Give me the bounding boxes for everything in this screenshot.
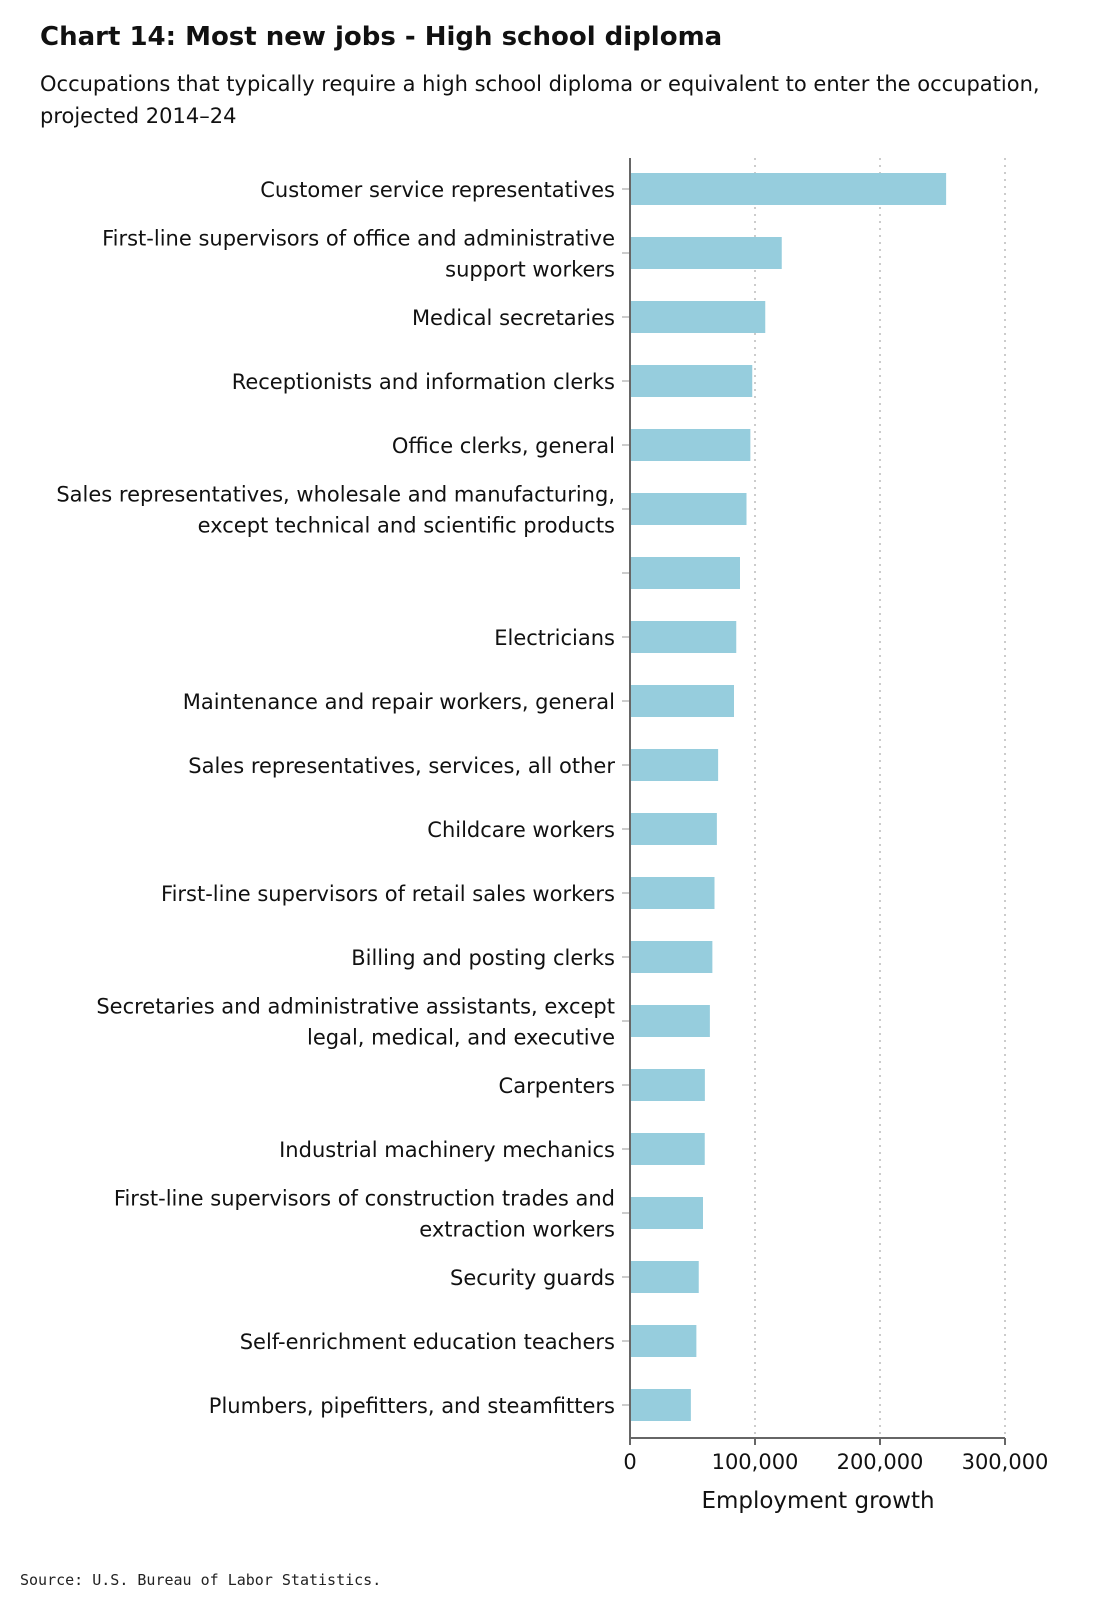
bar [630,1005,710,1037]
axes-group [622,158,1006,1445]
chart-subtitle: Occupations that typically require a hig… [40,72,1040,128]
category-label: Office clerks, general [392,434,615,458]
gridlines [754,158,1006,1438]
bar [630,557,740,589]
category-label: First-line supervisors of retail sales w… [161,882,615,906]
category-label: Plumbers, pipefitters, and steamfitters [209,1394,615,1418]
category-label: Secretaries and administrative assistant… [96,995,615,1050]
bar [630,685,734,717]
category-label: Maintenance and repair workers, general [183,690,615,714]
bar [630,1389,691,1421]
bar [630,237,782,269]
bar [630,1133,705,1165]
chart-title: Chart 14: Most new jobs - High school di… [40,22,723,52]
category-label: Receptionists and information clerks [232,370,615,394]
category-label: First-line supervisors of construction t… [114,1187,615,1242]
category-label: Childcare workers [427,818,615,842]
category-label: Customer service representatives [260,178,615,202]
bar [630,1069,705,1101]
bar-chart: Customer service representatives First-li… [56,158,1048,1514]
bar [630,301,766,333]
bar [630,1197,703,1229]
category-label: First-line supervisors of office and adm… [102,227,615,282]
category-label: Medical secretaries [412,306,615,330]
category-label: Self-enrichment education teachers [240,1330,615,1354]
source-note: Source: U.S. Bureau of Labor Statistics. [20,1571,382,1589]
bar [630,365,753,397]
x-tick-label: 200,000 [837,1450,924,1474]
bars-group [630,173,947,1421]
category-label: Security guards [450,1266,615,1290]
bar [630,1325,697,1357]
category-label: Carpenters [499,1074,615,1098]
bar [630,749,719,781]
bar [630,621,737,653]
category-label: Electricians [494,626,615,650]
x-tick-labels: 0 100,000 200,000 300,000 [623,1450,1048,1474]
bar [630,493,747,525]
bar [630,1261,699,1293]
bar [630,813,717,845]
bar [630,429,751,461]
bar [630,173,947,205]
x-tick-label: 0 [623,1450,636,1474]
category-label: Sales representatives, wholesale and man… [56,483,615,538]
category-label: Industrial machinery mechanics [279,1138,615,1162]
category-label: Sales representatives, services, all oth… [188,754,615,778]
bar [630,941,713,973]
x-tick-label: 100,000 [712,1450,799,1474]
x-tick-label: 300,000 [962,1450,1049,1474]
category-label: Billing and posting clerks [351,946,615,970]
bar [630,877,715,909]
x-axis-title: Employment growth [701,1488,934,1514]
category-labels: Customer service representatives First-li… [56,178,615,1418]
